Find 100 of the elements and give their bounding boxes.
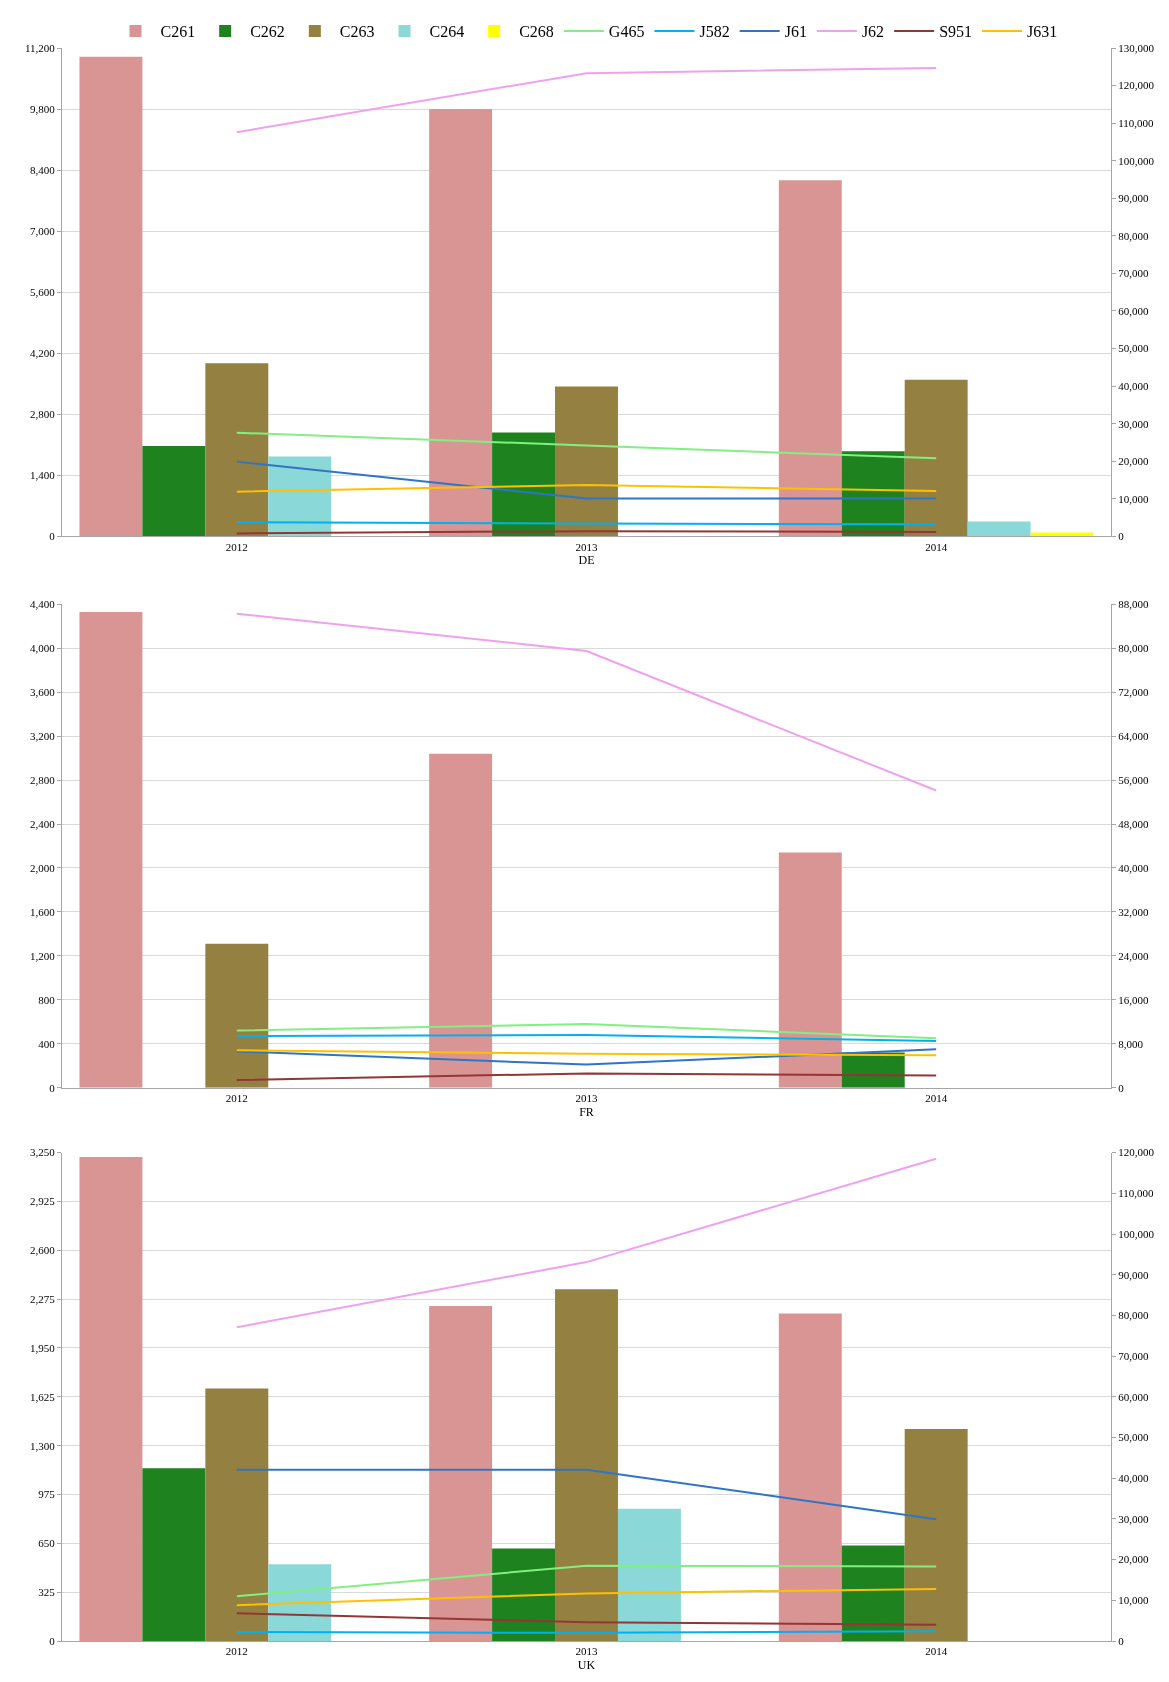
y2-tick-label: 48,000 xyxy=(1118,817,1149,830)
x-tick-label: 2014 xyxy=(925,1645,948,1658)
y-tick-label: 325 xyxy=(38,1586,56,1599)
bar xyxy=(778,180,842,537)
y-tick-label: 800 xyxy=(38,993,56,1006)
y2-tick-label: 16,000 xyxy=(1118,993,1149,1006)
bar xyxy=(492,432,556,537)
y2-tick-label: 10,000 xyxy=(1118,1594,1149,1607)
y-tick-label: 1,625 xyxy=(30,1390,56,1403)
y2-tick-label: 0 xyxy=(1118,1081,1125,1094)
bar xyxy=(778,852,842,1088)
legend-label: C268 xyxy=(519,23,554,41)
legend-label: C261 xyxy=(160,23,196,41)
y2-tick-label: 32,000 xyxy=(1118,905,1149,918)
x-tick-label: 2012 xyxy=(225,540,248,553)
y-tick-label: 3,600 xyxy=(30,686,56,699)
y-tick-label: 3,200 xyxy=(30,729,56,742)
x-axis-title: DE xyxy=(578,553,595,568)
y-tick-label: 1,400 xyxy=(30,469,56,482)
bar xyxy=(967,521,1031,537)
y2-tick-label: 80,000 xyxy=(1118,1309,1149,1322)
bar xyxy=(142,1468,206,1641)
y-tick-label: 2,925 xyxy=(30,1195,56,1208)
y2-tick-label: 50,000 xyxy=(1118,1431,1149,1444)
bar xyxy=(617,1508,681,1641)
y-tick-label: 1,600 xyxy=(30,905,56,918)
legend-label: J582 xyxy=(699,23,730,41)
y2-tick-label: 88,000 xyxy=(1118,598,1149,611)
y-tick-label: 2,275 xyxy=(30,1292,56,1305)
y2-tick-label: 120,000 xyxy=(1118,79,1155,92)
y2-tick-label: 40,000 xyxy=(1118,861,1149,874)
y-tick-label: 0 xyxy=(49,1634,56,1647)
y-tick-label: 400 xyxy=(38,1037,56,1050)
y2-tick-label: 64,000 xyxy=(1118,729,1149,742)
bar xyxy=(429,1305,493,1641)
x-tick-label: 2013 xyxy=(575,540,598,553)
y2-tick-label: 20,000 xyxy=(1118,455,1149,468)
y2-tick-label: 120,000 xyxy=(1118,1146,1155,1159)
bar xyxy=(205,363,269,537)
y-tick-label: 2,600 xyxy=(30,1244,56,1257)
y-tick-label: 7,000 xyxy=(30,225,56,237)
y2-tick-label: 60,000 xyxy=(1118,304,1149,317)
x-tick-label: 2013 xyxy=(575,1091,598,1104)
y2-tick-label: 56,000 xyxy=(1118,773,1149,786)
x-axis-title: UK xyxy=(577,1658,596,1673)
bar xyxy=(1030,532,1094,537)
legend-label: J62 xyxy=(861,23,885,41)
y2-tick-label: 80,000 xyxy=(1118,642,1149,655)
x-tick-label: 2014 xyxy=(925,1091,948,1104)
y-tick-label: 975 xyxy=(38,1488,56,1501)
y2-tick-label: 100,000 xyxy=(1118,1227,1155,1240)
legend-label: S951 xyxy=(939,23,973,41)
y2-tick-label: 40,000 xyxy=(1118,379,1149,392)
bar xyxy=(904,379,968,537)
y2-tick-label: 72,000 xyxy=(1118,686,1149,699)
bar xyxy=(79,56,143,537)
bar xyxy=(429,753,493,1088)
legend-label: G465 xyxy=(608,23,645,41)
bar xyxy=(904,1429,968,1641)
y2-tick-label: 100,000 xyxy=(1118,154,1155,167)
y2-tick-label: 110,000 xyxy=(1118,1187,1155,1200)
y-tick-label: 1,300 xyxy=(30,1439,56,1452)
bar xyxy=(778,1313,842,1641)
y2-tick-label: 10,000 xyxy=(1118,492,1149,505)
bar xyxy=(79,1157,143,1641)
legend-label: C263 xyxy=(339,23,375,41)
y2-tick-label: 0 xyxy=(1118,530,1125,543)
bar xyxy=(205,1388,269,1641)
y2-tick-label: 80,000 xyxy=(1118,229,1149,242)
y2-tick-label: 30,000 xyxy=(1118,417,1149,430)
y-tick-label: 4,000 xyxy=(30,642,56,655)
y-tick-label: 1,200 xyxy=(30,949,56,962)
bar xyxy=(555,1289,618,1641)
y-tick-label: 4,400 xyxy=(30,598,56,611)
y2-tick-label: 0 xyxy=(1118,1634,1125,1647)
y2-tick-label: 20,000 xyxy=(1118,1553,1149,1566)
y2-tick-label: 70,000 xyxy=(1118,1349,1149,1362)
y-tick-label: 2,000 xyxy=(30,861,56,874)
bar xyxy=(841,1545,905,1641)
y2-tick-label: 40,000 xyxy=(1118,1472,1149,1485)
y2-tick-label: 70,000 xyxy=(1118,267,1149,280)
x-tick-label: 2012 xyxy=(225,1091,248,1104)
y2-tick-label: 130,000 xyxy=(1118,41,1155,54)
y-tick-label: 1,950 xyxy=(30,1341,56,1354)
y-tick-label: 11,200 xyxy=(24,41,56,54)
bar xyxy=(429,109,493,537)
y-tick-label: 9,800 xyxy=(30,102,56,115)
legend-label: C264 xyxy=(429,23,465,41)
y-tick-label: 2,400 xyxy=(30,817,56,830)
y2-tick-label: 90,000 xyxy=(1118,192,1149,205)
y2-tick-label: 60,000 xyxy=(1118,1390,1149,1403)
x-tick-label: 2012 xyxy=(225,1645,248,1658)
bar xyxy=(79,611,143,1088)
legend-label: J61 xyxy=(784,23,807,41)
bar xyxy=(492,1548,556,1641)
bar xyxy=(205,943,269,1088)
y2-tick-label: 90,000 xyxy=(1118,1268,1149,1281)
y2-tick-label: 30,000 xyxy=(1118,1512,1149,1525)
y-tick-label: 0 xyxy=(49,530,56,543)
x-tick-label: 2013 xyxy=(575,1645,598,1658)
